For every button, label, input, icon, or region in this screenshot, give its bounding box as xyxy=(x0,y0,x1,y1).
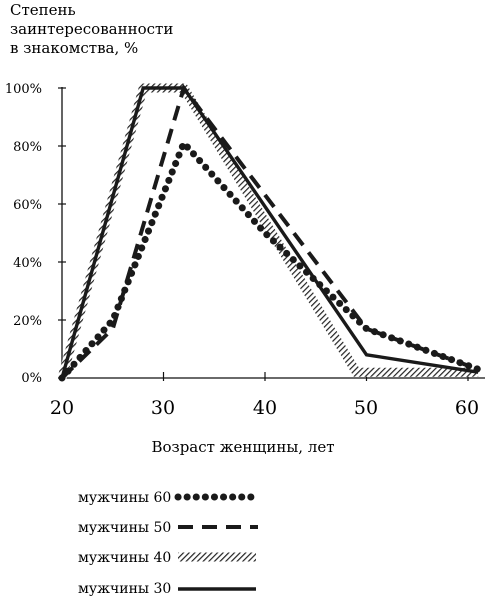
y-axis-label-line-2: заинтересованности xyxy=(10,20,173,38)
series-line-hatched xyxy=(57,83,479,380)
x-axis-label: Возраст женщины, лет xyxy=(151,438,334,456)
legend-label-men-30: мужчины 30 xyxy=(78,581,171,597)
x-tick-label-40: 40 xyxy=(253,397,277,419)
y-axis-label-line-3: в знакомства, % xyxy=(10,39,138,57)
x-tick-label-50: 50 xyxy=(354,397,378,419)
y-tick-label-40: 40% xyxy=(13,256,42,271)
legend-label-men-60: мужчины 60 xyxy=(78,490,171,506)
legend-label-men-40: мужчины 40 xyxy=(78,550,171,566)
x-tick-label-60: 60 xyxy=(455,397,479,419)
x-tick-label-20: 20 xyxy=(50,397,74,419)
y-tick-label-100: 100% xyxy=(5,82,42,97)
legend: мужчины 60 мужчины 50 мужчины 40 мужчины… xyxy=(78,490,262,597)
y-tick-label-60: 60% xyxy=(13,198,42,213)
series-line-dotted xyxy=(58,136,482,382)
legend-label-men-50: мужчины 50 xyxy=(78,520,171,536)
y-tick-label-0: 0% xyxy=(21,371,42,386)
y-tick-label-80: 80% xyxy=(13,140,42,155)
y-axis-label-line-1: Степень xyxy=(10,1,76,19)
y-tick-label-20: 20% xyxy=(13,314,42,329)
series-line-solid xyxy=(60,86,479,379)
x-tick-label-30: 30 xyxy=(151,397,175,419)
